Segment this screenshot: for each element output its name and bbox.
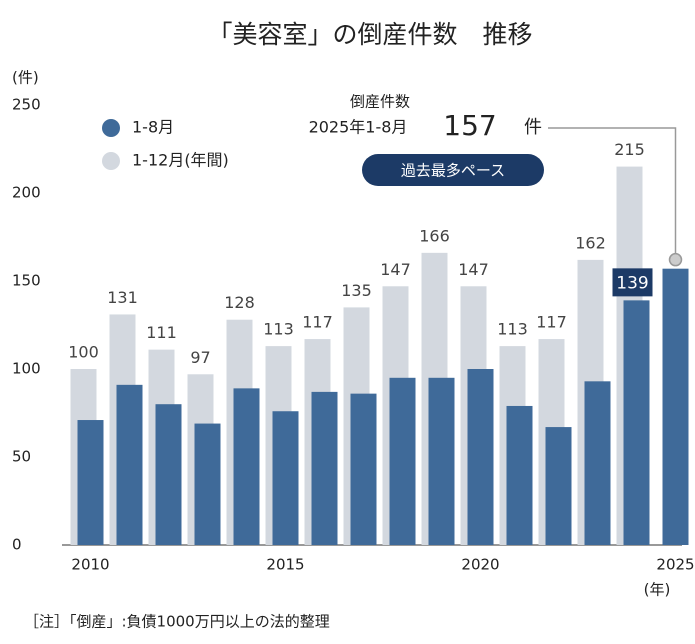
legend-swatch xyxy=(102,119,120,137)
bar xyxy=(467,369,494,545)
bar xyxy=(389,377,416,545)
value-label: 166 xyxy=(419,226,450,245)
bar xyxy=(311,391,338,545)
value-label: 147 xyxy=(458,260,489,279)
y-tick-label: 200 xyxy=(12,184,41,202)
bar xyxy=(233,388,260,545)
value-label: 117 xyxy=(536,313,567,332)
value-label: 97 xyxy=(190,348,210,367)
y-tick-label: 50 xyxy=(12,448,31,466)
value-label: 215 xyxy=(614,140,645,159)
value-label: 131 xyxy=(107,288,138,307)
bar xyxy=(506,405,533,545)
value-label: 100 xyxy=(68,343,99,362)
value-label: 135 xyxy=(341,281,372,300)
bar xyxy=(272,411,299,545)
annotation-text: 倒産件数 xyxy=(350,93,410,111)
badge-text: 過去最多ペース xyxy=(401,162,505,180)
x-tick-label: 2010 xyxy=(71,556,109,574)
legend-label: 1-8月 xyxy=(132,118,174,137)
bar xyxy=(584,381,611,545)
value-label: 111 xyxy=(146,323,177,342)
bar xyxy=(428,377,455,545)
bar xyxy=(194,423,221,545)
value-label: 162 xyxy=(575,233,606,252)
x-unit: (年) xyxy=(644,581,671,599)
y-tick-label: 100 xyxy=(12,360,41,378)
value-label: 113 xyxy=(263,320,294,339)
legend-label: 1-12月(年間) xyxy=(132,151,229,170)
x-tick-label: 2025 xyxy=(656,556,694,574)
connector xyxy=(548,127,677,260)
badge xyxy=(362,154,544,186)
label-box xyxy=(612,268,653,297)
bar xyxy=(77,420,104,545)
annotation-text: 2025年1-8月 xyxy=(309,118,408,137)
y-tick-label: 250 xyxy=(12,96,41,114)
x-tick-label: 2015 xyxy=(266,556,304,574)
annotation-value: 157 xyxy=(443,109,496,142)
x-tick-label: 2020 xyxy=(461,556,499,574)
legend-swatch xyxy=(102,152,120,170)
value-label: 117 xyxy=(302,313,333,332)
bar xyxy=(623,300,650,545)
connector-dot xyxy=(668,252,683,267)
bar xyxy=(350,393,377,545)
bar xyxy=(545,427,572,545)
value-label: 128 xyxy=(224,293,255,312)
value-label: 113 xyxy=(497,320,528,339)
annotation-unit: 件 xyxy=(524,117,542,138)
value-label: 147 xyxy=(380,260,411,279)
value-label: 139 xyxy=(616,273,648,293)
bar xyxy=(116,384,143,545)
y-tick-label: 150 xyxy=(12,272,41,290)
note: ［注］「倒産」:負債1000万円以上の法的整理 xyxy=(24,613,330,631)
bar xyxy=(662,268,689,545)
bar xyxy=(155,404,182,545)
chart-title: 「美容室」の倒産件数 推移 xyxy=(207,20,532,49)
y-tick-label: 0 xyxy=(12,536,22,554)
y-unit: (件) xyxy=(12,69,39,87)
